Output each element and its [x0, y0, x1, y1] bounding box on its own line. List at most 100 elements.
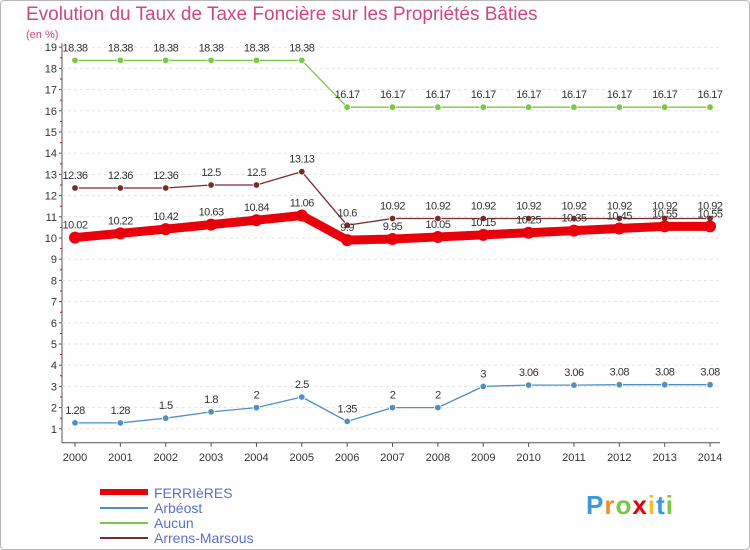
data-label-aucun: 18.38 [62, 42, 87, 54]
data-label-aucun: 18.38 [289, 42, 314, 54]
y-tick-label: 8 [51, 275, 57, 287]
data-label-arbeost: 3.08 [655, 367, 675, 379]
data-point-ferrieres [522, 226, 535, 239]
data-label-aucun: 18.38 [199, 42, 224, 54]
data-point-ferrieres [69, 231, 81, 244]
data-point-ferrieres [295, 209, 308, 222]
data-label-aucun: 16.17 [335, 89, 360, 101]
data-point-ferrieres [386, 233, 399, 246]
data-label-ferrieres: 10.45 [607, 210, 632, 222]
data-label-arbeost: 3.08 [700, 367, 720, 379]
logo-letter: i [647, 490, 657, 520]
x-tick-label: 2013 [652, 452, 676, 464]
data-label-ferrieres: 9.9 [340, 222, 354, 234]
x-tick-label: 2006 [335, 452, 359, 464]
data-label-arbeost: 2 [254, 390, 260, 402]
data-label-ferrieres: 10.63 [199, 207, 224, 219]
data-label-aucun: 18.38 [108, 42, 133, 54]
logo-letter: P [586, 490, 605, 520]
data-label-aucun: 16.17 [516, 89, 541, 101]
x-tick-label: 2001 [108, 452, 132, 464]
data-point-ferrieres [613, 222, 626, 235]
legend-item-arbeost: Arbéost [100, 500, 360, 516]
data-point-ferrieres [341, 234, 354, 247]
data-labels-layer: 10.02 10.22 10.42 10.63 10.84 11.069.9 9.95 10.… [62, 42, 723, 417]
data-label-aucun: 16.17 [561, 89, 586, 101]
legend-swatch-arbeost [100, 507, 148, 509]
data-label-ferrieres: 10.84 [244, 202, 269, 214]
data-point-ferrieres [658, 220, 671, 233]
data-label-arbeost: 2 [435, 390, 441, 402]
data-point-arbeost [207, 408, 215, 416]
data-label-arrens-marsous: 12.5 [247, 167, 267, 179]
data-label-arrens-marsous: 10.92 [425, 200, 450, 212]
x-tick-label: 2008 [426, 452, 450, 464]
data-label-arbeost: 1.28 [111, 405, 131, 417]
data-point-arrens-marsous [71, 184, 79, 192]
data-label-ferrieres: 10.22 [108, 215, 133, 227]
data-point-aucun [388, 103, 397, 111]
x-tick-label: 2007 [380, 452, 404, 464]
data-point-ferrieres [477, 228, 490, 241]
legend-swatch-aucun [100, 522, 148, 524]
chart-subtitle: (en %) [26, 29, 59, 41]
y-tick-label: 5 [51, 339, 57, 351]
data-label-arbeost: 1.28 [65, 405, 85, 417]
data-point-aucun [252, 56, 261, 65]
data-point-ferrieres [114, 227, 127, 240]
data-label-arbeost: 3 [480, 368, 486, 380]
data-label-aucun: 18.38 [244, 42, 269, 54]
data-label-ferrieres: 9.95 [383, 221, 403, 233]
y-tick-label: 17 [45, 85, 57, 97]
data-point-arbeost [570, 381, 578, 389]
data-point-arbeost [343, 417, 351, 426]
data-point-aucun [660, 103, 669, 111]
data-label-arrens-marsous: 10.92 [698, 200, 723, 212]
legend-swatch-arrens-marsous [100, 537, 148, 539]
data-label-arbeost: 2.5 [295, 379, 309, 391]
data-point-aucun [615, 103, 624, 111]
data-point-arbeost [615, 381, 624, 389]
data-label-arrens-marsous: 10.92 [652, 200, 677, 212]
x-tick-label: 2000 [63, 452, 87, 464]
data-point-arbeost [116, 419, 125, 427]
data-point-arbeost [162, 414, 170, 422]
data-label-aucun: 18.38 [153, 42, 178, 54]
y-tick-label: 9 [51, 254, 57, 266]
data-label-arbeost: 3.08 [610, 367, 630, 379]
data-label-arbeost: 1.35 [337, 403, 357, 415]
y-tick-label: 7 [51, 297, 57, 309]
data-label-arbeost: 3.06 [519, 367, 539, 379]
data-label-aucun: 16.17 [425, 89, 450, 101]
legend-item-ferrieres: FERRIèRES [100, 485, 360, 501]
data-label-arrens-marsous: 10.92 [516, 200, 541, 212]
data-label-aucun: 16.17 [471, 89, 496, 101]
legend-swatch-ferrieres [100, 489, 148, 495]
y-tick-label: 13 [45, 169, 57, 181]
legend-item-aucun: Aucun [100, 515, 360, 531]
data-label-ferrieres: 10.42 [153, 211, 178, 223]
logo-letter: t [656, 490, 666, 520]
legend: FERRIèRES Arbéost Aucun Arrens-Marsous [100, 485, 360, 546]
y-tick-label: 6 [51, 318, 57, 330]
x-tick-label: 2004 [244, 452, 268, 464]
data-point-arbeost [524, 381, 533, 389]
data-label-ferrieres: 10.35 [561, 213, 586, 225]
data-label-arrens-marsous: 10.92 [380, 200, 405, 212]
data-point-aucun [434, 103, 442, 111]
data-point-arbeost [388, 403, 397, 412]
data-point-ferrieres [567, 224, 580, 237]
series-layer [69, 56, 717, 427]
x-tick-label: 2012 [607, 452, 631, 464]
data-label-arrens-marsous: 10.92 [607, 200, 632, 212]
data-point-arrens-marsous [252, 181, 261, 189]
data-point-arbeost [252, 403, 261, 412]
x-tick-label: 2014 [698, 452, 722, 464]
data-label-arrens-marsous: 13.13 [289, 154, 314, 166]
data-label-arbeost: 2 [390, 390, 396, 402]
y-tick-label: 12 [45, 191, 57, 203]
legend-label-aucun: Aucun [154, 515, 194, 531]
x-tick-label: 2010 [516, 452, 540, 464]
